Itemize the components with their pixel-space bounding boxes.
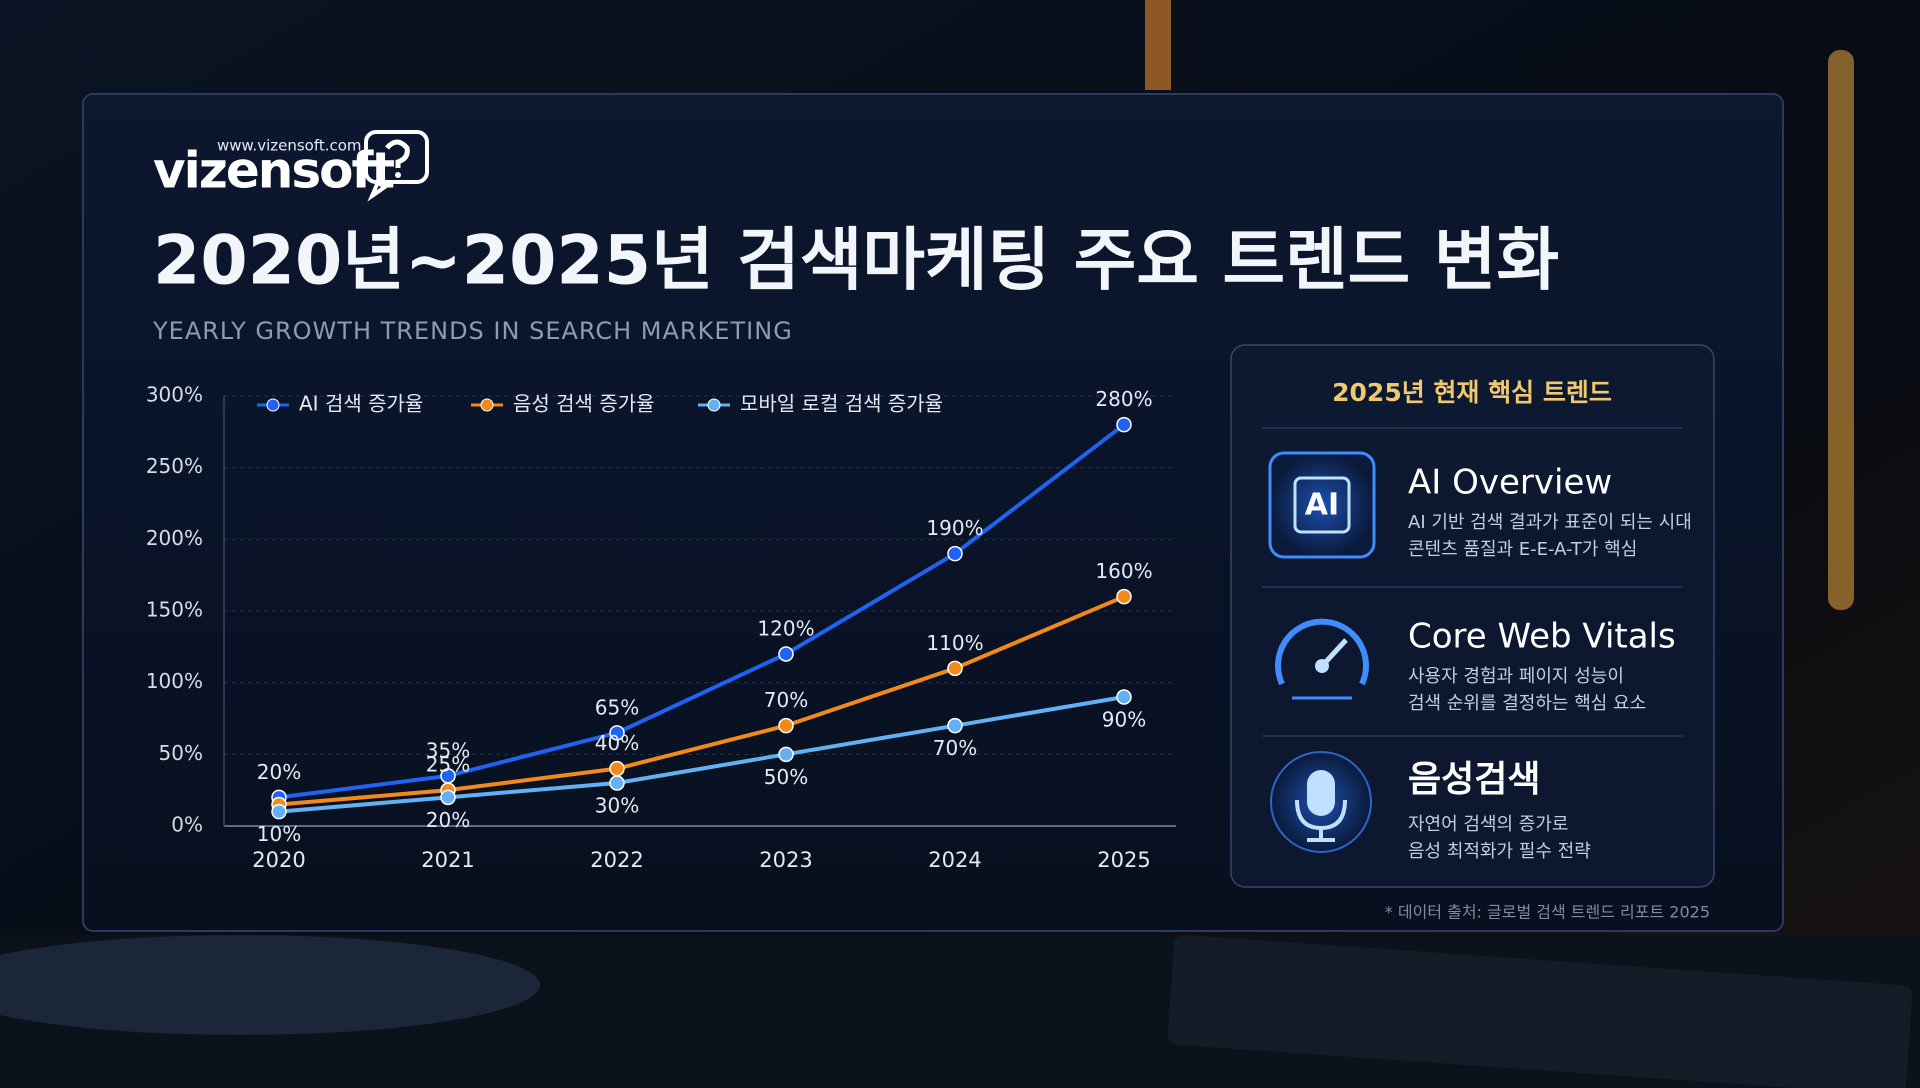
- legend-label: 모바일 로컬 검색 증가율: [740, 392, 943, 416]
- chart-subtitle: YEARLY GROWTH TRENDS IN SEARCH MARKETING: [152, 317, 793, 345]
- series-line: [278, 423, 1126, 800]
- data-label: 20%: [426, 808, 470, 832]
- panel-title: 2025년 현재 핵심 트렌드: [1332, 378, 1612, 407]
- logo-icon-dot: [395, 172, 401, 178]
- item-text: 검색 순위를 결정하는 핵심 요소: [1408, 693, 1646, 714]
- data-label: 280%: [1095, 387, 1152, 411]
- chart-title: 2020년~2025년 검색마케팅 주요 트렌드 변화: [153, 222, 1559, 301]
- data-label: 10%: [257, 822, 301, 846]
- desk-object: [0, 935, 540, 1035]
- x-tick-label: 2021: [421, 848, 474, 872]
- y-tick-label: 0%: [171, 813, 203, 837]
- item-text: 콘텐츠 품질과 E-E-A-T가 핵심: [1408, 539, 1637, 560]
- data-point: [947, 660, 963, 677]
- data-label: 190%: [926, 516, 983, 540]
- data-label: 70%: [933, 736, 977, 760]
- item-text: 자연어 검색의 증가로: [1408, 814, 1568, 835]
- ai-icon-text: AI: [1305, 488, 1339, 523]
- data-label: 160%: [1095, 559, 1152, 583]
- logo: vizensoft: [153, 142, 394, 200]
- footnote: * 데이터 출처: 글로벌 검색 트렌드 리포트 2025: [1385, 903, 1710, 922]
- data-point: [440, 789, 456, 806]
- x-tick-label: 2023: [759, 848, 812, 872]
- gauge-hub: [1315, 659, 1329, 673]
- series-line: [278, 695, 1125, 814]
- logo-icon-mark: [385, 139, 410, 168]
- data-point: [778, 746, 794, 763]
- y-tick-label: 250%: [146, 454, 203, 478]
- x-tick-label: 2020: [252, 848, 305, 872]
- notebook: [1167, 934, 1913, 1088]
- data-label: 65%: [595, 695, 639, 719]
- x-tick-label: 2024: [928, 848, 981, 872]
- data-label: 120%: [757, 617, 814, 641]
- legend-marker: [707, 398, 721, 412]
- data-label: 25%: [426, 753, 470, 777]
- legend-label: AI 검색 증가율: [299, 392, 423, 416]
- data-point: [778, 646, 794, 662]
- y-tick-label: 300%: [146, 383, 203, 407]
- data-point: [947, 717, 963, 734]
- item-text: 음성 최적화가 필수 전략: [1408, 841, 1591, 862]
- logo-icon: [364, 130, 429, 184]
- data-label: 35%: [426, 738, 470, 762]
- logo-icon-tail: [367, 180, 394, 202]
- data-point: [1116, 416, 1132, 433]
- series-line: [278, 594, 1125, 807]
- logo-url: www.vizensoft.com: [217, 137, 362, 155]
- chart: 0% 50% 100% 150% 200% 250% 300% 2020 2021 2022 202…: [146, 383, 1176, 872]
- item-title: 음성검색: [1408, 759, 1540, 800]
- data-label: 20%: [257, 760, 301, 784]
- data-label: 70%: [764, 688, 808, 712]
- data-label: 40%: [595, 731, 639, 755]
- mic-body: [1307, 770, 1335, 816]
- data-point: [609, 725, 625, 741]
- legend-label: 음성 검색 증가율: [513, 392, 655, 416]
- data-point: [271, 803, 287, 820]
- data-point: [947, 545, 963, 562]
- data-point: [778, 717, 794, 734]
- data-point: [1116, 588, 1132, 605]
- mic-stand: [1295, 799, 1347, 842]
- ai-icon-chip: [1293, 476, 1351, 534]
- item-text: 사용자 경험과 페이지 성능이: [1408, 666, 1624, 687]
- data-point: [609, 775, 625, 791]
- y-tick-label: 150%: [146, 598, 203, 622]
- x-tick-label: 2025: [1097, 848, 1150, 872]
- legend-marker: [266, 398, 280, 412]
- y-tick-label: 100%: [146, 669, 203, 693]
- item-title: AI Overview: [1408, 463, 1612, 503]
- data-label: 90%: [1102, 708, 1146, 732]
- gauge-icon: [1275, 618, 1369, 686]
- item-title: Core Web Vitals: [1408, 617, 1676, 657]
- data-label: 110%: [926, 631, 983, 655]
- x-tick-label: 2022: [590, 848, 643, 872]
- y-tick-label: 200%: [146, 526, 203, 550]
- data-label: 30%: [595, 794, 639, 818]
- data-point: [1116, 689, 1132, 705]
- lamp-glow: [1145, 0, 1171, 90]
- y-tick-label: 50%: [159, 741, 203, 765]
- data-point: [609, 760, 625, 777]
- item-text: AI 기반 검색 결과가 표준이 되는 시대: [1408, 512, 1692, 533]
- lamp-glow: [1828, 50, 1854, 610]
- legend-marker: [480, 398, 494, 412]
- data-label: 50%: [764, 765, 808, 789]
